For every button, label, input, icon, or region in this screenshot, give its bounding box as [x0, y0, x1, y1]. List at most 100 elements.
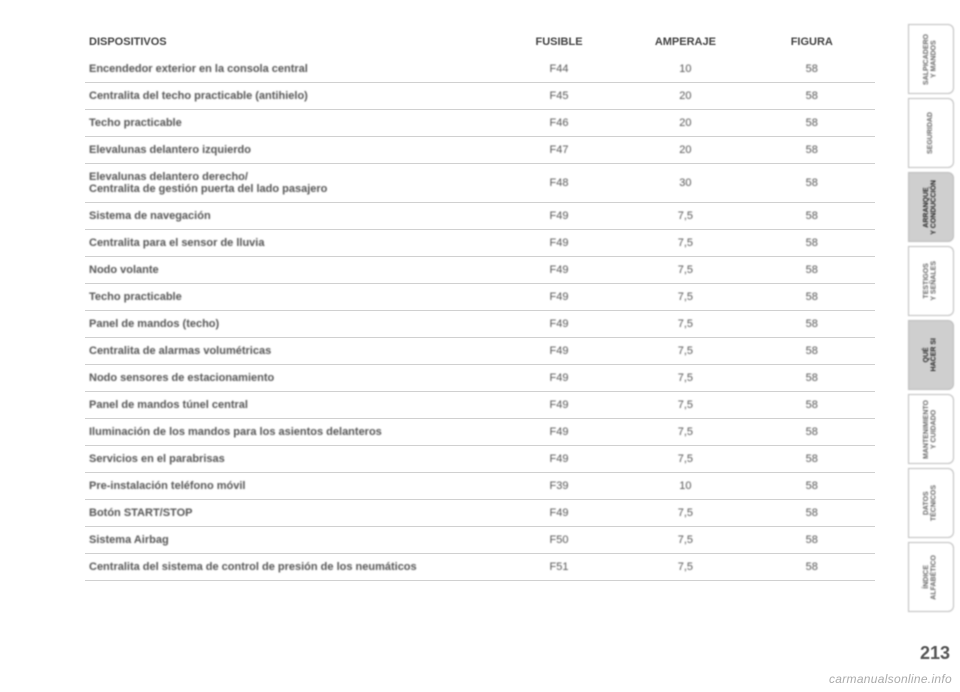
cell-fuse: F49: [496, 203, 622, 230]
side-tab-label: QUÉHACER SI: [923, 338, 938, 371]
cell-fig: 58: [749, 527, 875, 554]
side-tab[interactable]: MANTENIMIENTOY CUIDADO: [908, 394, 954, 464]
cell-fig: 58: [749, 392, 875, 419]
side-tab-label: TESTIGOSY SEÑALES: [923, 261, 938, 301]
cell-fuse: F49: [496, 500, 622, 527]
table-row: Elevalunas delantero izquierdoF472058: [85, 137, 875, 164]
cell-amp: 7,5: [622, 446, 748, 473]
header-amperaje: AMPERAJE: [622, 30, 748, 56]
side-tab-label: SALPICADEROY MANDOS: [923, 34, 938, 85]
side-tab-label: ÍNDICEALFABÉTICO: [923, 555, 938, 600]
cell-desc: Pre-instalación teléfono móvil: [85, 473, 496, 500]
table-row: Servicios en el parabrisasF497,558: [85, 446, 875, 473]
cell-fig: 58: [749, 230, 875, 257]
cell-desc: Iluminación de los mandos para los asien…: [85, 419, 496, 446]
cell-amp: 20: [622, 137, 748, 164]
cell-fig: 58: [749, 257, 875, 284]
table-row: Sistema de navegaciónF497,558: [85, 203, 875, 230]
header-figura: FIGURA: [749, 30, 875, 56]
cell-fig: 58: [749, 554, 875, 581]
side-tab[interactable]: ÍNDICEALFABÉTICO: [908, 542, 954, 612]
fuse-table: DISPOSITIVOS FUSIBLE AMPERAJE FIGURA Enc…: [85, 30, 875, 581]
cell-amp: 7,5: [622, 257, 748, 284]
cell-desc: Elevalunas delantero derecho/Centralita …: [85, 164, 496, 203]
cell-fig: 58: [749, 137, 875, 164]
table-row: Centralita de alarmas volumétricasF497,5…: [85, 338, 875, 365]
cell-fuse: F49: [496, 419, 622, 446]
cell-amp: 7,5: [622, 419, 748, 446]
cell-fig: 58: [749, 284, 875, 311]
table-row: Centralita del sistema de control de pre…: [85, 554, 875, 581]
cell-desc: Sistema Airbag: [85, 527, 496, 554]
side-tab-label: ARRANQUEY CONDUCCIÓN: [923, 180, 938, 235]
cell-fuse: F51: [496, 554, 622, 581]
cell-amp: 7,5: [622, 284, 748, 311]
cell-fuse: F48: [496, 164, 622, 203]
side-tab-label: SEGURIDAD: [927, 112, 935, 154]
table-row: Elevalunas delantero derecho/Centralita …: [85, 164, 875, 203]
side-tab[interactable]: TESTIGOSY SEÑALES: [908, 246, 954, 316]
cell-fuse: F39: [496, 473, 622, 500]
cell-fuse: F49: [496, 446, 622, 473]
cell-fig: 58: [749, 338, 875, 365]
cell-amp: 7,5: [622, 365, 748, 392]
table-row: Iluminación de los mandos para los asien…: [85, 419, 875, 446]
header-fusible: FUSIBLE: [496, 30, 622, 56]
cell-desc: Centralita del sistema de control de pre…: [85, 554, 496, 581]
cell-amp: 10: [622, 473, 748, 500]
cell-fig: 58: [749, 446, 875, 473]
cell-fig: 58: [749, 500, 875, 527]
table-row: Nodo volanteF497,558: [85, 257, 875, 284]
cell-amp: 20: [622, 83, 748, 110]
cell-fuse: F44: [496, 56, 622, 83]
cell-fuse: F47: [496, 137, 622, 164]
table-header-row: DISPOSITIVOS FUSIBLE AMPERAJE FIGURA: [85, 30, 875, 56]
cell-fuse: F49: [496, 257, 622, 284]
cell-fig: 58: [749, 311, 875, 338]
cell-desc: Centralita de alarmas volumétricas: [85, 338, 496, 365]
table-row: Pre-instalación teléfono móvilF391058: [85, 473, 875, 500]
cell-amp: 7,5: [622, 203, 748, 230]
cell-amp: 7,5: [622, 392, 748, 419]
cell-desc: Nodo sensores de estacionamiento: [85, 365, 496, 392]
side-tab[interactable]: SALPICADEROY MANDOS: [908, 24, 954, 94]
cell-desc: Elevalunas delantero izquierdo: [85, 137, 496, 164]
side-tab-label: MANTENIMIENTOY CUIDADO: [923, 400, 938, 459]
side-tabs: SALPICADEROY MANDOS SEGURIDAD ARRANQUEY CO…: [908, 24, 954, 612]
cell-fig: 58: [749, 203, 875, 230]
side-tab[interactable]: ARRANQUEY CONDUCCIÓN: [908, 172, 954, 242]
fuse-table-page: DISPOSITIVOS FUSIBLE AMPERAJE FIGURA Enc…: [85, 30, 875, 581]
cell-fuse: F49: [496, 230, 622, 257]
side-tab[interactable]: QUÉHACER SI: [908, 320, 954, 390]
cell-amp: 7,5: [622, 527, 748, 554]
table-row: Sistema AirbagF507,558: [85, 527, 875, 554]
cell-desc: Centralita para el sensor de lluvia: [85, 230, 496, 257]
table-row: Panel de mandos (techo)F497,558: [85, 311, 875, 338]
cell-desc: Botón START/STOP: [85, 500, 496, 527]
cell-desc: Servicios en el parabrisas: [85, 446, 496, 473]
table-row: Botón START/STOPF497,558: [85, 500, 875, 527]
cell-desc: Centralita del techo practicable (antihi…: [85, 83, 496, 110]
cell-amp: 30: [622, 164, 748, 203]
table-row: Nodo sensores de estacionamientoF497,558: [85, 365, 875, 392]
cell-fig: 58: [749, 56, 875, 83]
cell-desc: Sistema de navegación: [85, 203, 496, 230]
table-row: Centralita para el sensor de lluviaF497,…: [85, 230, 875, 257]
cell-fuse: F45: [496, 83, 622, 110]
cell-fuse: F46: [496, 110, 622, 137]
table-row: Techo practicableF462058: [85, 110, 875, 137]
side-tab-label: DATOSTÉCNICOS: [923, 485, 938, 521]
cell-fig: 58: [749, 365, 875, 392]
cell-amp: 7,5: [622, 230, 748, 257]
side-tab[interactable]: DATOSTÉCNICOS: [908, 468, 954, 538]
cell-amp: 7,5: [622, 338, 748, 365]
table-row: Centralita del techo practicable (antihi…: [85, 83, 875, 110]
cell-fuse: F49: [496, 365, 622, 392]
table-row: Encendedor exterior en la consola centra…: [85, 56, 875, 83]
side-tab[interactable]: SEGURIDAD: [908, 98, 954, 168]
cell-desc: Panel de mandos (techo): [85, 311, 496, 338]
cell-fig: 58: [749, 110, 875, 137]
cell-fuse: F49: [496, 311, 622, 338]
cell-fig: 58: [749, 419, 875, 446]
cell-desc: Nodo volante: [85, 257, 496, 284]
